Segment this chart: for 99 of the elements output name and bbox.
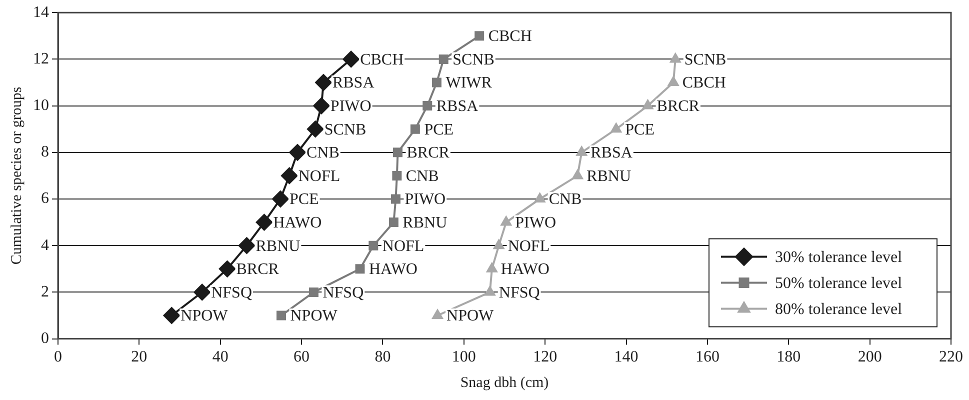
- y-tick-label: 0: [41, 330, 49, 348]
- point: [493, 239, 505, 250]
- point: [670, 52, 682, 63]
- annotation: SCNB: [452, 51, 494, 68]
- point: [572, 169, 584, 180]
- annotation: BRCR: [406, 144, 450, 162]
- annotation: NOFL: [382, 238, 424, 255]
- annotation: SCNB: [324, 121, 366, 138]
- point: [312, 97, 330, 114]
- annotation: CBCH: [682, 74, 726, 92]
- annotation: NFSQ: [498, 284, 540, 302]
- point: [314, 74, 332, 91]
- annotation: PCE: [424, 121, 454, 138]
- annotation: RBSA: [436, 98, 479, 116]
- x-tick-label: 100: [452, 348, 476, 366]
- point: [486, 262, 498, 272]
- annotation: HAWO: [273, 214, 322, 232]
- annotation: RBSA: [590, 144, 633, 162]
- point: [256, 214, 273, 231]
- y-axis-title: Cumulative species or groups: [8, 86, 25, 265]
- annotation: BRCR: [656, 98, 700, 116]
- annotation: CBCH: [360, 51, 404, 68]
- annotation: NFSQ: [322, 284, 364, 302]
- x-tick-label: 180: [776, 348, 801, 366]
- point: [368, 240, 378, 250]
- point: [272, 190, 289, 208]
- x-tick-label: 80: [374, 348, 391, 366]
- annotation: CNB: [406, 168, 439, 185]
- point: [276, 310, 286, 320]
- annotation: NPOW: [180, 308, 229, 325]
- point: [392, 170, 402, 180]
- x-tick-label: 120: [533, 348, 558, 366]
- annotation: BRCR: [236, 261, 280, 278]
- point: [288, 144, 306, 161]
- annotation: PIWO: [404, 191, 446, 208]
- annotation: NFSQ: [211, 284, 252, 302]
- point: [576, 146, 588, 156]
- point: [500, 216, 512, 226]
- point: [194, 284, 211, 301]
- point: [355, 264, 365, 274]
- x-tick-label: 40: [212, 348, 228, 366]
- y-tick-label: 10: [33, 97, 49, 114]
- point: [474, 31, 484, 41]
- annotation: PIWO: [515, 214, 556, 232]
- point: [668, 76, 680, 86]
- point: [218, 260, 236, 278]
- point: [610, 122, 622, 133]
- annotation: NOFL: [298, 168, 340, 185]
- point: [163, 307, 180, 324]
- y-tick-label: 2: [41, 283, 49, 300]
- annotation: CNB: [306, 144, 340, 162]
- x-tick-label: 200: [858, 348, 882, 366]
- x-tick-label: 160: [695, 348, 720, 366]
- point: [432, 309, 444, 319]
- point: [432, 78, 442, 88]
- annotation: HAWO: [500, 261, 550, 278]
- x-tick-label: 140: [614, 348, 638, 366]
- y-tick-label: 8: [41, 144, 49, 161]
- annotation: RBSA: [332, 74, 375, 92]
- x-tick-label: 20: [131, 348, 148, 366]
- point: [388, 218, 398, 228]
- annotation: NPOW: [290, 308, 338, 325]
- annotation: HAWO: [368, 261, 418, 278]
- annotation: PCE: [625, 121, 654, 138]
- x-axis-title: Snag dbh (cm): [460, 374, 549, 391]
- y-tick-label: 6: [41, 190, 49, 208]
- annotation: RBNU: [256, 238, 301, 255]
- annotation: RBNU: [586, 168, 632, 185]
- point: [484, 286, 496, 296]
- annotation: NPOW: [446, 308, 495, 325]
- point: [438, 54, 448, 64]
- legend-label: 80% tolerance level: [775, 301, 903, 318]
- point: [306, 120, 324, 138]
- annotation: PCE: [289, 191, 319, 208]
- x-tick-label: 220: [939, 348, 963, 366]
- annotation: SCNB: [684, 51, 726, 68]
- point: [390, 194, 400, 204]
- annotation: CBCH: [488, 28, 532, 46]
- x-tick-label: 0: [54, 348, 62, 366]
- point: [534, 192, 546, 202]
- x-tick-label: 60: [294, 348, 310, 366]
- y-tick-label: 14: [33, 4, 49, 21]
- point: [308, 287, 318, 297]
- legend-label: 50% tolerance level: [775, 275, 903, 292]
- y-tick-label: 4: [41, 236, 49, 254]
- annotation: NOFL: [508, 238, 550, 255]
- annotation: CNB: [548, 191, 582, 208]
- annotation: RBNU: [402, 214, 448, 232]
- point: [342, 50, 360, 68]
- point: [410, 124, 420, 134]
- point: [642, 99, 654, 110]
- annotation: WIWR: [446, 74, 492, 92]
- point: [238, 237, 256, 254]
- point: [280, 167, 298, 184]
- y-tick-label: 12: [33, 50, 49, 68]
- point: [393, 148, 402, 158]
- legend-label: 30% tolerance level: [775, 249, 903, 266]
- point: [422, 101, 432, 111]
- annotation: PIWO: [330, 98, 372, 116]
